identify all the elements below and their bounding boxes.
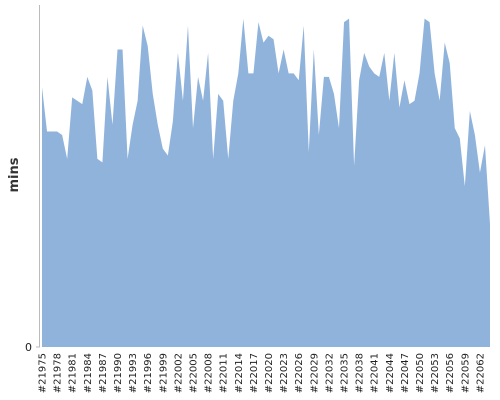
x-tick-label: #22056 [445, 353, 456, 393]
x-tick-label: #22002 [173, 353, 184, 393]
x-tick-label: #22035 [340, 353, 351, 393]
x-tick-label: #21975 [38, 353, 49, 393]
x-tick-label: #22026 [294, 353, 305, 393]
x-tick-label: #21993 [128, 353, 139, 393]
x-tick-label: #22017 [249, 353, 260, 393]
x-tick-label: #21999 [158, 353, 169, 393]
y-tick-label: 0 [25, 341, 32, 354]
x-tick-label: #22059 [460, 353, 471, 393]
x-tick-label: #21987 [98, 353, 109, 393]
x-tick-label: #22041 [370, 353, 381, 393]
area [42, 18, 490, 348]
x-tick-label: #22014 [234, 353, 245, 393]
x-tick-label: #22020 [264, 353, 275, 393]
x-tick-label: #21990 [113, 353, 124, 393]
x-tick-label: #22050 [415, 353, 426, 393]
x-tick-label: #22008 [204, 353, 215, 393]
x-tick-label: #21996 [143, 353, 154, 393]
x-tick-label: #21981 [68, 353, 79, 393]
x-tick-label: #21984 [83, 353, 94, 393]
x-tick-label: #22029 [309, 353, 320, 393]
x-tick-label: #22005 [189, 353, 200, 393]
x-tick-label: #21978 [53, 353, 64, 393]
x-tick-label: #22053 [430, 353, 441, 393]
x-tick-label: #22011 [219, 353, 230, 393]
x-tick-label: #22044 [385, 353, 396, 393]
x-tick-label: #22047 [400, 353, 411, 393]
y-axis-label: mins [7, 157, 22, 192]
x-tick-label: #22032 [324, 353, 335, 393]
x-tick-label: #22038 [355, 353, 366, 393]
x-tick-label: #22062 [475, 353, 486, 393]
x-tick-label: #22023 [279, 353, 290, 393]
